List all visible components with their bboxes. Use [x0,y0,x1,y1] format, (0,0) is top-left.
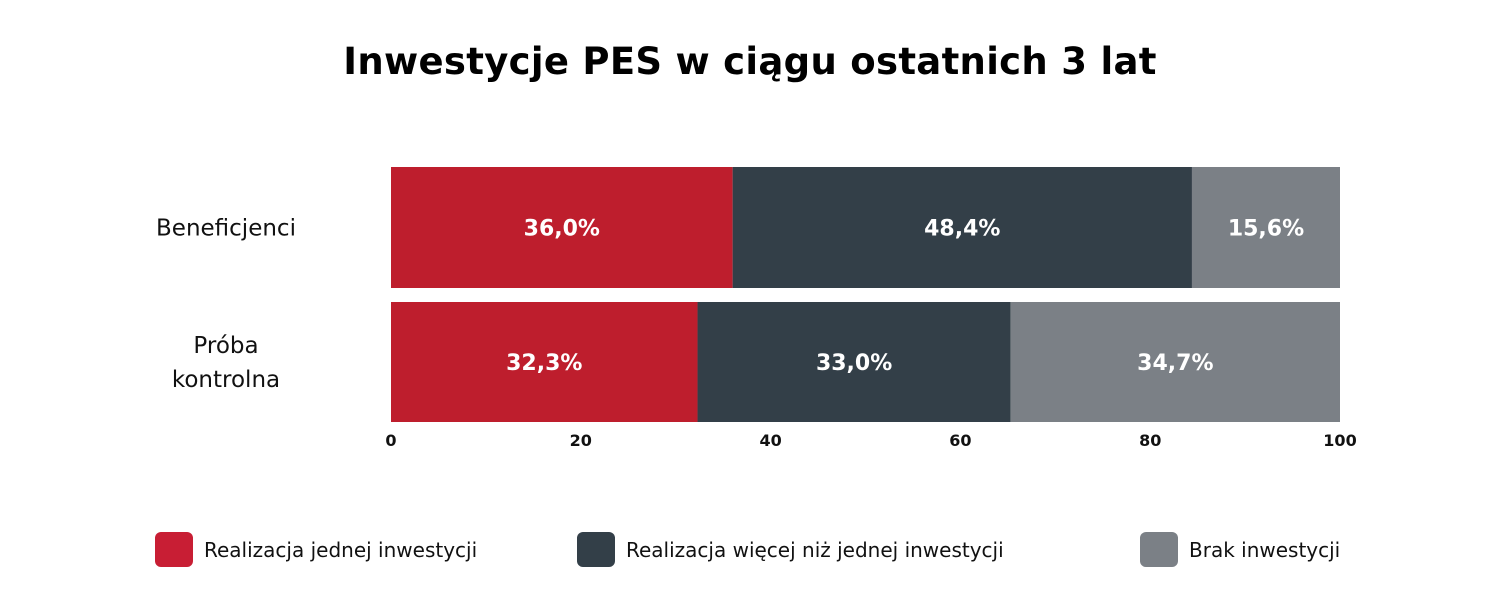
data-label: 34,7% [1137,351,1213,376]
data-label: 15,6% [1228,217,1304,242]
x-tick-label: 80 [1139,431,1161,450]
legend-swatch [1140,532,1178,567]
legend-swatch [577,532,615,567]
bar-segment [732,167,1192,288]
data-label: 36,0% [524,217,600,242]
legend-item-multiple-investments: Realizacja więcej niż jednej inwestycji [577,532,1004,567]
legend-label: Brak inwestycji [1189,537,1341,562]
x-tick-label: 0 [385,431,396,450]
x-tick-label: 20 [570,431,592,450]
legend-label: Realizacja więcej niż jednej inwestycji [626,537,1004,562]
legend-label: Realizacja jednej inwestycji [204,537,478,562]
category-label: Beneficjenci [156,216,296,242]
bar-segment [1010,302,1340,422]
legend-item-no-investment: Brak inwestycji [1140,532,1340,567]
data-label: 33,0% [816,351,892,376]
bar-segment [391,302,698,422]
category-label: kontrolna [172,367,280,393]
x-tick-label: 40 [759,431,781,450]
x-tick-label: 60 [949,431,971,450]
bar-segment [697,302,1011,422]
legend-item-one-investment: Realizacja jednej inwestycji [155,532,477,567]
data-label: 48,4% [924,217,1000,242]
bar-segment [391,167,733,288]
legend-swatch [155,532,193,567]
category-label: Próba [193,333,258,359]
data-label: 32,3% [506,351,582,376]
x-tick-label: 100 [1323,431,1356,450]
chart-title: Inwestycje PES w ciągu ostatnich 3 lat [343,40,1157,83]
bar-segment [1191,167,1340,288]
